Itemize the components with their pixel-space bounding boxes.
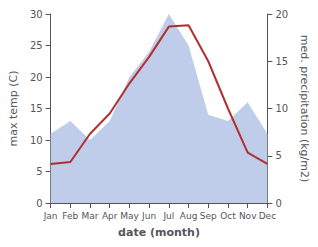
svg-text:5: 5 [36,166,42,177]
svg-text:30: 30 [30,9,43,20]
svg-text:10: 10 [275,103,288,114]
svg-text:Oct: Oct [220,211,236,221]
svg-text:May: May [120,211,139,221]
svg-text:0: 0 [275,198,281,209]
svg-text:5: 5 [275,150,281,161]
svg-text:20: 20 [30,72,43,83]
svg-text:Aug: Aug [180,211,198,221]
svg-text:med. precipitation (kg/m2): med. precipitation (kg/m2) [298,35,311,183]
svg-text:Apr: Apr [102,211,118,221]
svg-text:Feb: Feb [62,211,78,221]
svg-text:Nov: Nov [239,211,257,221]
svg-text:Jul: Jul [162,211,174,221]
svg-text:25: 25 [30,40,43,51]
svg-text:Dec: Dec [259,211,276,221]
svg-text:Mar: Mar [82,211,99,221]
svg-text:Jun: Jun [141,211,156,221]
svg-text:max temp (C): max temp (C) [7,70,20,146]
svg-text:Sep: Sep [200,211,217,221]
svg-text:15: 15 [275,56,288,67]
svg-text:date (month): date (month) [118,226,200,239]
svg-text:15: 15 [30,103,43,114]
svg-text:20: 20 [275,9,288,20]
svg-text:10: 10 [30,135,43,146]
svg-text:Jan: Jan [43,211,58,221]
svg-text:0: 0 [36,198,42,209]
